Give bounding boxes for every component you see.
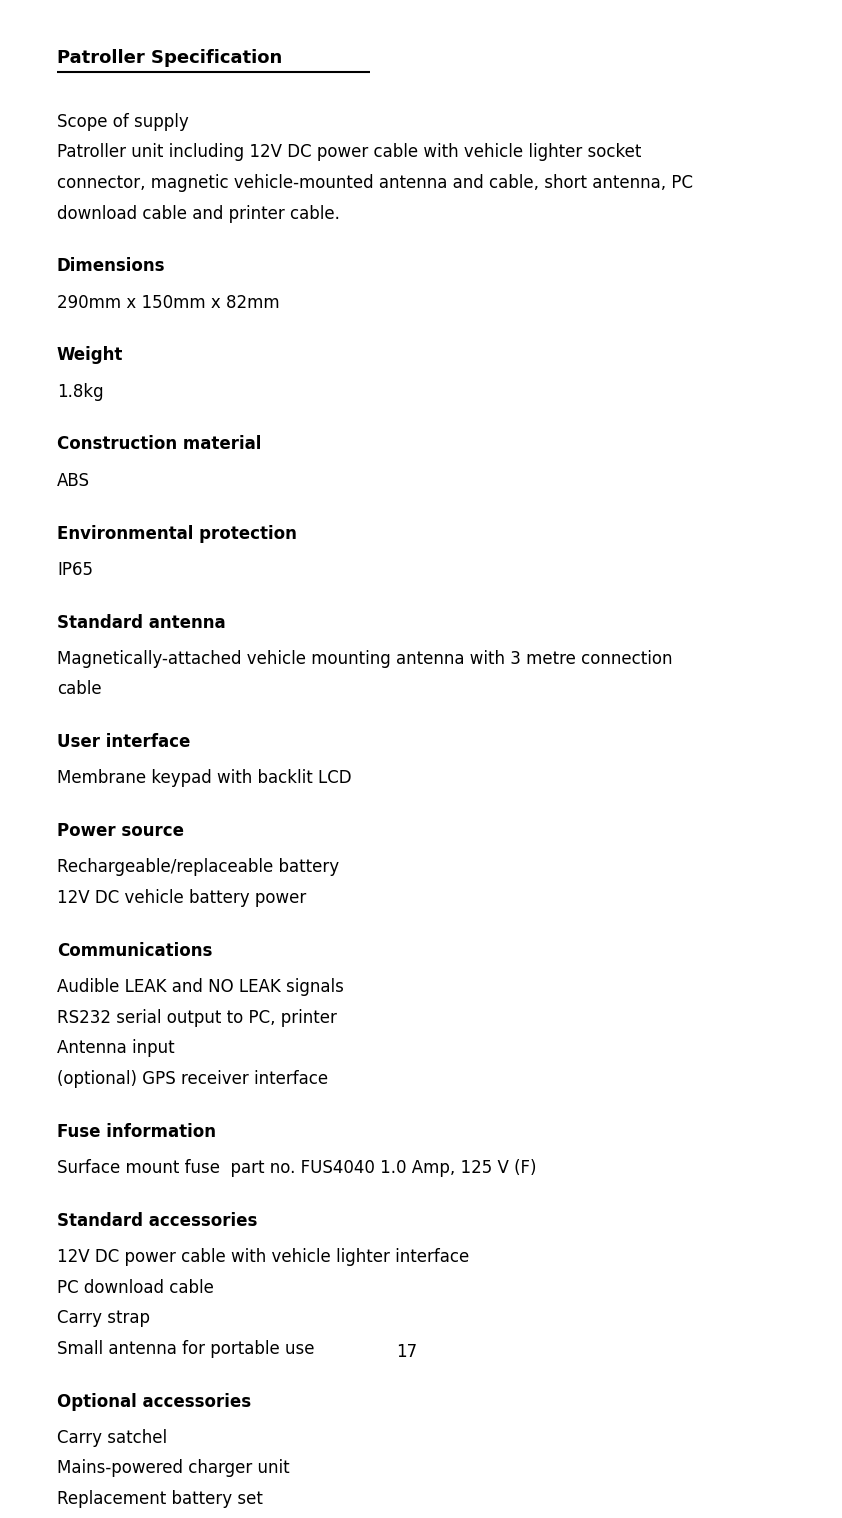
- Text: (optional) GPS receiver interface: (optional) GPS receiver interface: [57, 1070, 328, 1088]
- Text: Dimensions: Dimensions: [57, 258, 165, 275]
- Text: Membrane keypad with backlit LCD: Membrane keypad with backlit LCD: [57, 770, 351, 788]
- Text: Patroller unit including 12V DC power cable with vehicle lighter socket: Patroller unit including 12V DC power ca…: [57, 143, 642, 161]
- Text: 12V DC vehicle battery power: 12V DC vehicle battery power: [57, 890, 306, 908]
- Text: connector, magnetic vehicle-mounted antenna and cable, short antenna, PC: connector, magnetic vehicle-mounted ante…: [57, 175, 693, 191]
- Text: Small antenna for portable use: Small antenna for portable use: [57, 1340, 314, 1357]
- Text: Scope of supply: Scope of supply: [57, 112, 189, 131]
- Text: Carry strap: Carry strap: [57, 1309, 150, 1327]
- Text: Weight: Weight: [57, 346, 123, 364]
- Text: Antenna input: Antenna input: [57, 1040, 174, 1058]
- Text: RS232 serial output to PC, printer: RS232 serial output to PC, printer: [57, 1008, 337, 1026]
- Text: 1.8kg: 1.8kg: [57, 383, 104, 401]
- Text: Magnetically-attached vehicle mounting antenna with 3 metre connection: Magnetically-attached vehicle mounting a…: [57, 650, 673, 668]
- Text: 17: 17: [396, 1343, 417, 1360]
- Text: 290mm x 150mm x 82mm: 290mm x 150mm x 82mm: [57, 293, 280, 311]
- Text: Surface mount fuse  part no. FUS4040 1.0 Amp, 125 V (F): Surface mount fuse part no. FUS4040 1.0 …: [57, 1158, 536, 1176]
- Text: ABS: ABS: [57, 472, 90, 490]
- Text: cable: cable: [57, 680, 102, 698]
- Text: Communications: Communications: [57, 941, 212, 959]
- Text: User interface: User interface: [57, 733, 190, 751]
- Text: Fuse information: Fuse information: [57, 1123, 216, 1140]
- Text: Replacement battery set: Replacement battery set: [57, 1491, 263, 1507]
- Text: Audible LEAK and NO LEAK signals: Audible LEAK and NO LEAK signals: [57, 978, 344, 996]
- Text: Optional accessories: Optional accessories: [57, 1392, 251, 1410]
- Text: download cable and printer cable.: download cable and printer cable.: [57, 205, 340, 223]
- Text: IP65: IP65: [57, 560, 93, 578]
- Text: Rechargeable/replaceable battery: Rechargeable/replaceable battery: [57, 859, 339, 876]
- Text: Mains-powered charger unit: Mains-powered charger unit: [57, 1459, 290, 1477]
- Text: Environmental protection: Environmental protection: [57, 525, 296, 542]
- Text: Carry satchel: Carry satchel: [57, 1428, 167, 1447]
- Text: Patroller Specification: Patroller Specification: [57, 49, 282, 67]
- Text: Standard accessories: Standard accessories: [57, 1211, 258, 1230]
- Text: 12V DC power cable with vehicle lighter interface: 12V DC power cable with vehicle lighter …: [57, 1248, 469, 1266]
- Text: Construction material: Construction material: [57, 436, 261, 454]
- Text: Power source: Power source: [57, 823, 184, 841]
- Text: PC download cable: PC download cable: [57, 1278, 214, 1296]
- Text: Standard antenna: Standard antenna: [57, 613, 226, 631]
